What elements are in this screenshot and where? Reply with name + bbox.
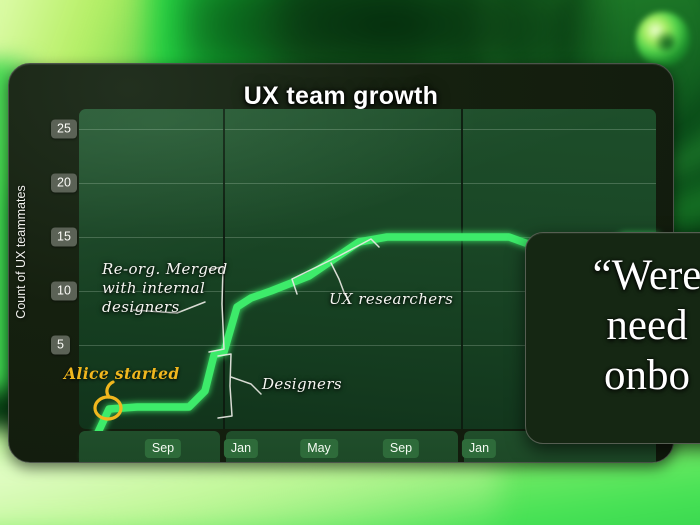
y-tick-label: 5 [51, 335, 70, 355]
glowing-orb-notch-icon [654, 30, 676, 52]
x-axis-band-2021: Sep 2021 [79, 431, 220, 462]
page-title: UX team growth [243, 82, 439, 110]
quote-card: “Were need onbo [525, 232, 700, 444]
y-tick-label: 10 [51, 281, 77, 301]
x-tick-label: May [300, 439, 338, 458]
y-tick-label: 20 [51, 173, 77, 193]
y-tick-label: 25 [51, 119, 77, 139]
x-tick-label: Jan [461, 439, 497, 458]
year-separator-2023 [461, 109, 463, 429]
y-tick-label: 15 [51, 227, 77, 247]
annotation-designers: Designers [262, 375, 343, 393]
background-bottom-highlight [0, 452, 500, 525]
annotation-alice-started: Alice started [64, 364, 180, 383]
gridline-20 [79, 183, 656, 184]
x-axis: Sep 2021 Jan May Sep 2022 Jan [79, 431, 656, 462]
gridline-25 [79, 129, 656, 130]
quote-text: “Were need onbo [592, 252, 700, 399]
x-axis-band-2022: Jan May Sep 2022 [223, 431, 458, 462]
x-tick-label: Jan [223, 439, 259, 458]
annotation-reorg: Re-org. Merged with internal designers [102, 260, 228, 317]
annotation-ux-researchers: UX researchers [329, 290, 454, 308]
x-tick-label: Sep [382, 439, 420, 458]
y-axis-title: Count of UX teammates [14, 185, 28, 319]
x-tick-label: Sep [144, 439, 182, 458]
